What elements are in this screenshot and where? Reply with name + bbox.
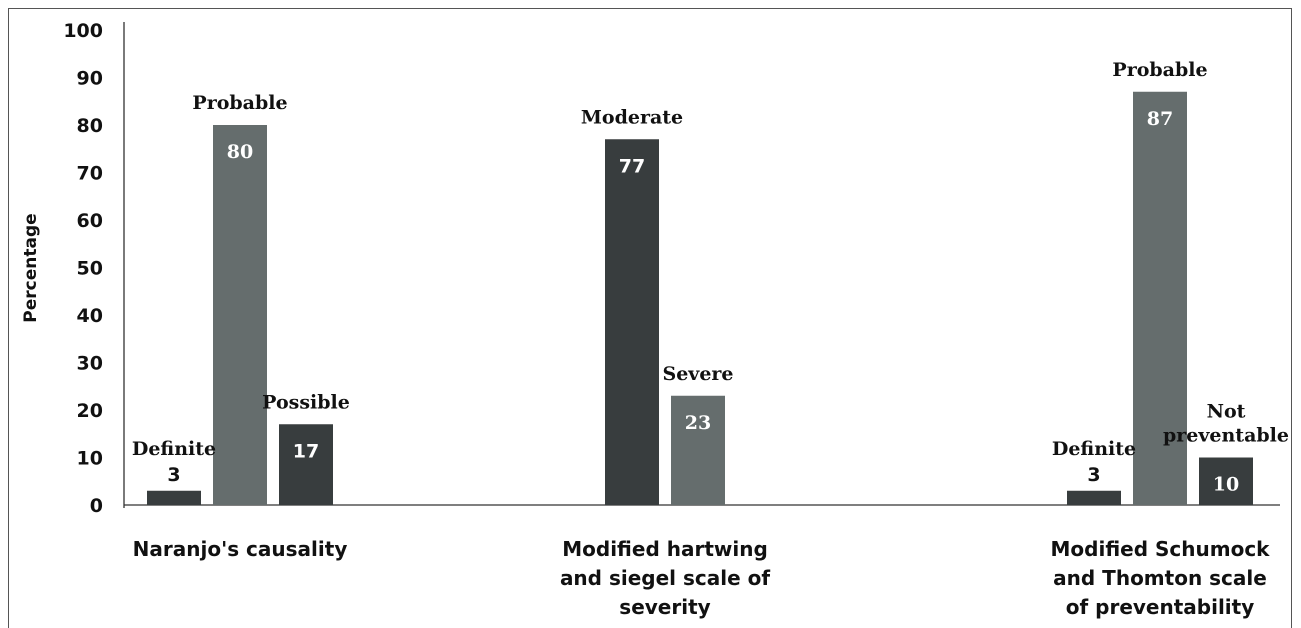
y-axis-label: Percentage (21, 213, 41, 322)
category-label: Probable (192, 92, 287, 114)
y-tick-label: 100 (63, 20, 103, 42)
group-label: severity (619, 595, 710, 619)
category-labels: Definite Probable Possible Moderate Severe De… (132, 59, 1289, 460)
y-tick-label: 30 (77, 353, 103, 375)
y-tick-label: 70 (77, 163, 103, 185)
data-label: 77 (619, 155, 645, 177)
group-label: Modified Schumock (1051, 537, 1271, 561)
category-label: Severe (662, 363, 733, 385)
y-tick-label: 50 (77, 258, 103, 280)
bar (1133, 91, 1187, 505)
bar (147, 490, 201, 505)
data-label: 23 (685, 412, 711, 434)
bar (279, 424, 333, 505)
group-label: and siegel scale of (560, 566, 770, 590)
chart-frame (8, 8, 1292, 628)
category-label: Definite (132, 438, 216, 460)
data-label: 87 (1147, 108, 1173, 130)
y-tick-label: 80 (77, 115, 103, 137)
category-label: preventable (1163, 425, 1289, 447)
bars (147, 91, 1253, 505)
data-label: 17 (293, 440, 319, 462)
category-label: Not (1207, 401, 1246, 423)
y-tick-label: 0 (90, 495, 103, 517)
data-label: 3 (1087, 464, 1100, 486)
data-label: 3 (167, 464, 180, 486)
bar (671, 395, 725, 505)
y-tick-label: 90 (77, 68, 103, 90)
group-label: Modified hartwing (562, 537, 768, 561)
y-tick-label: 20 (77, 400, 103, 422)
data-labels: 3 80 17 77 23 3 87 10 (167, 108, 1239, 496)
bar (605, 139, 659, 505)
category-label: Possible (262, 391, 350, 413)
y-tick-label: 10 (77, 448, 103, 470)
bar (1067, 490, 1121, 505)
bar (213, 125, 267, 505)
group-label: of preventability (1066, 595, 1255, 619)
y-tick-label: 60 (77, 210, 103, 232)
category-label: Probable (1112, 59, 1207, 81)
category-label: Moderate (581, 106, 683, 128)
bar (1199, 457, 1253, 505)
data-label: 10 (1213, 474, 1239, 496)
data-label: 80 (227, 141, 253, 163)
group-label: Naranjo's causality (133, 537, 348, 561)
category-label: Definite (1052, 438, 1136, 460)
y-tick-label: 40 (77, 305, 103, 327)
group-labels: Naranjo's causality Modified hartwing and … (133, 537, 1271, 619)
y-tick-labels: 0 10 20 30 40 50 60 70 80 90 100 (63, 20, 103, 517)
group-label: and Thomton scale (1053, 566, 1267, 590)
